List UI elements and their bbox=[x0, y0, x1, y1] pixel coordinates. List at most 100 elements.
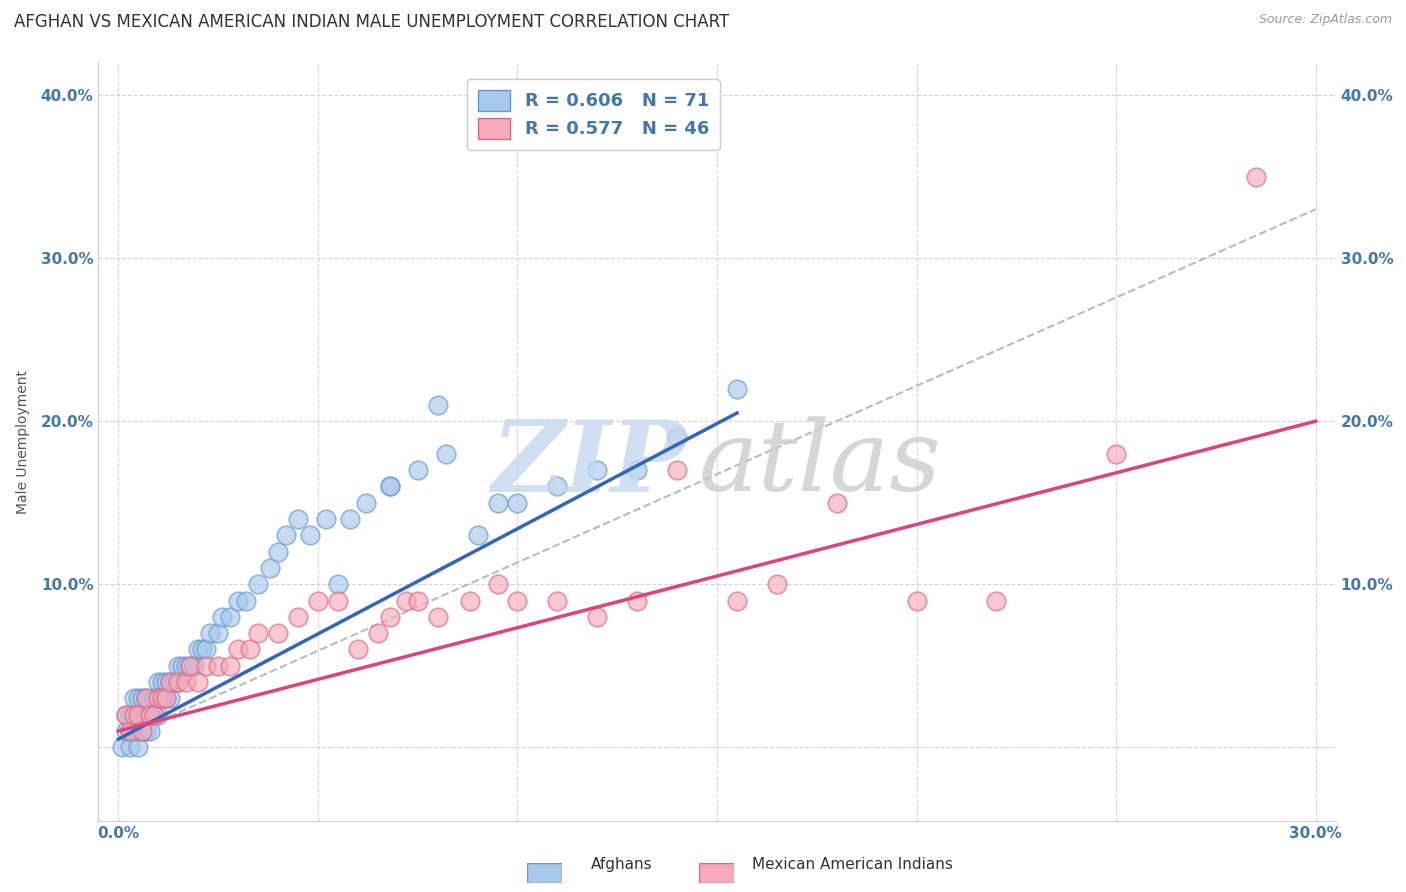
Point bbox=[347, 642, 370, 657]
Point bbox=[183, 658, 205, 673]
Point bbox=[298, 528, 321, 542]
Point bbox=[247, 626, 270, 640]
Point bbox=[239, 642, 262, 657]
Point bbox=[120, 723, 142, 738]
Point bbox=[226, 593, 249, 607]
Point bbox=[135, 691, 157, 706]
Text: ZIP: ZIP bbox=[491, 416, 686, 513]
Point bbox=[187, 642, 209, 657]
Point bbox=[174, 658, 197, 673]
Point bbox=[378, 479, 401, 493]
Point bbox=[426, 610, 449, 624]
Text: AFGHAN VS MEXICAN AMERICAN INDIAN MALE UNEMPLOYMENT CORRELATION CHART: AFGHAN VS MEXICAN AMERICAN INDIAN MALE U… bbox=[14, 13, 730, 31]
Point bbox=[120, 723, 142, 738]
Point bbox=[127, 707, 149, 722]
Point bbox=[235, 593, 257, 607]
Point bbox=[219, 610, 242, 624]
Point bbox=[666, 463, 689, 477]
Point bbox=[207, 658, 229, 673]
Point bbox=[124, 691, 146, 706]
FancyBboxPatch shape bbox=[527, 863, 562, 883]
Point bbox=[326, 593, 349, 607]
Legend: R = 0.606   N = 71, R = 0.577   N = 46: R = 0.606 N = 71, R = 0.577 N = 46 bbox=[467, 79, 720, 150]
Point bbox=[486, 577, 509, 591]
Point bbox=[155, 691, 177, 706]
Point bbox=[406, 593, 429, 607]
Point bbox=[458, 593, 481, 607]
Point bbox=[159, 691, 181, 706]
Text: Mexican American Indians: Mexican American Indians bbox=[752, 857, 953, 872]
Point bbox=[124, 707, 146, 722]
Point bbox=[247, 577, 270, 591]
Point bbox=[406, 463, 429, 477]
Point bbox=[259, 561, 281, 575]
Point bbox=[506, 593, 529, 607]
Point bbox=[666, 430, 689, 444]
Point bbox=[131, 707, 153, 722]
Point bbox=[139, 707, 162, 722]
Point bbox=[725, 382, 748, 396]
Point bbox=[143, 691, 166, 706]
Point bbox=[267, 544, 290, 558]
Point bbox=[467, 528, 489, 542]
Point bbox=[546, 479, 568, 493]
Point bbox=[825, 496, 848, 510]
Point bbox=[586, 610, 609, 624]
Point bbox=[307, 593, 329, 607]
Text: Afghans: Afghans bbox=[591, 857, 652, 872]
Point bbox=[174, 675, 197, 690]
Point bbox=[150, 691, 173, 706]
Point bbox=[127, 723, 149, 738]
Point bbox=[1105, 447, 1128, 461]
Point bbox=[426, 398, 449, 412]
Point bbox=[115, 723, 138, 738]
Point bbox=[155, 675, 177, 690]
Point bbox=[219, 658, 242, 673]
Point bbox=[155, 691, 177, 706]
Point bbox=[339, 512, 361, 526]
Point bbox=[179, 658, 201, 673]
Text: atlas: atlas bbox=[699, 417, 941, 512]
Point bbox=[159, 675, 181, 690]
Point bbox=[179, 658, 201, 673]
Point bbox=[287, 512, 309, 526]
Point bbox=[267, 626, 290, 640]
Point bbox=[115, 707, 138, 722]
Point bbox=[986, 593, 1008, 607]
Point bbox=[120, 707, 142, 722]
Point bbox=[354, 496, 377, 510]
Point bbox=[905, 593, 928, 607]
Point bbox=[287, 610, 309, 624]
Point bbox=[211, 610, 233, 624]
Point bbox=[546, 593, 568, 607]
Point bbox=[111, 740, 134, 755]
Point bbox=[167, 658, 190, 673]
Point bbox=[506, 496, 529, 510]
Point bbox=[378, 610, 401, 624]
Point bbox=[378, 479, 401, 493]
Point bbox=[167, 675, 190, 690]
Point bbox=[150, 675, 173, 690]
Point bbox=[120, 740, 142, 755]
Point bbox=[395, 593, 418, 607]
Point bbox=[135, 723, 157, 738]
Point bbox=[434, 447, 457, 461]
Point bbox=[124, 723, 146, 738]
Point bbox=[135, 691, 157, 706]
Point bbox=[124, 707, 146, 722]
Point bbox=[131, 691, 153, 706]
Point bbox=[172, 658, 194, 673]
Point bbox=[135, 707, 157, 722]
Text: Source: ZipAtlas.com: Source: ZipAtlas.com bbox=[1258, 13, 1392, 27]
Point bbox=[198, 626, 221, 640]
Point bbox=[139, 707, 162, 722]
Point bbox=[626, 593, 648, 607]
Point bbox=[367, 626, 389, 640]
Point bbox=[159, 675, 181, 690]
Point bbox=[139, 723, 162, 738]
Point bbox=[326, 577, 349, 591]
Point bbox=[207, 626, 229, 640]
Point bbox=[131, 723, 153, 738]
Point bbox=[115, 707, 138, 722]
Point bbox=[191, 642, 214, 657]
